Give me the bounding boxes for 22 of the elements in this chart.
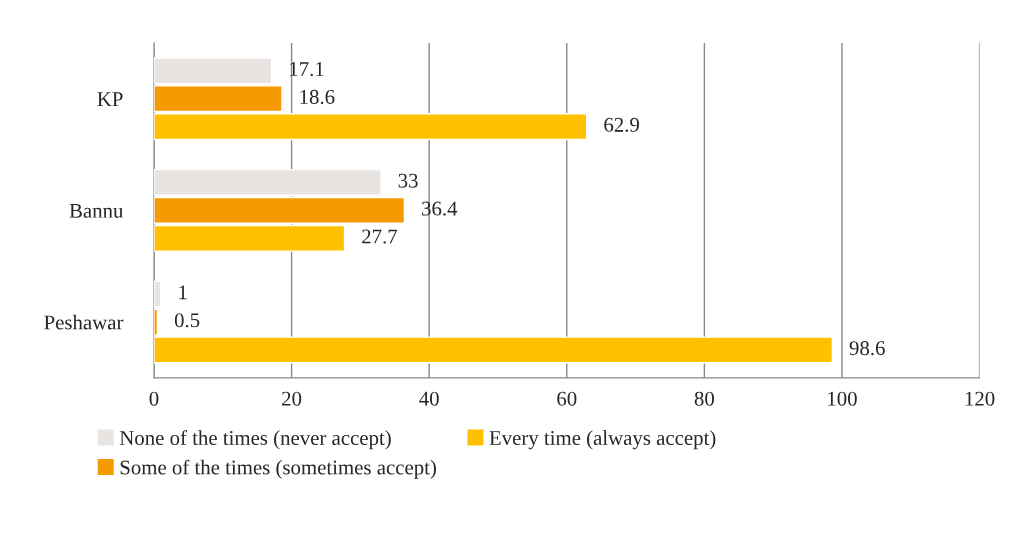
data-label: 98.6 [849, 341, 885, 356]
legend-label: Some of the times (sometimes accept) [120, 459, 436, 479]
data-label: 18.6 [300, 89, 335, 105]
x-tick-label: 40 [419, 391, 439, 406]
x-tick-label: 80 [694, 391, 714, 406]
y-tick-label: Peshawar [44, 314, 124, 330]
y-tick-label: Bannu [69, 203, 124, 218]
data-label: 33 [398, 173, 418, 188]
data-label: 27.7 [362, 229, 398, 244]
legend-label: None of the times (never accept) [119, 430, 391, 450]
data-label: 1 [179, 285, 187, 300]
x-tick-label: 120 [965, 391, 995, 406]
data-label: 62.9 [604, 117, 639, 132]
x-tick-label: 60 [557, 391, 577, 406]
legend-label: Every time (always accept) [489, 430, 716, 450]
x-tick-label: 0 [149, 391, 159, 406]
y-tick-label: KP [97, 92, 123, 106]
data-label: 36.4 [422, 201, 458, 216]
data-label: 0.5 [174, 313, 200, 328]
data-label: 17.1 [290, 62, 324, 77]
x-tick-label: 20 [282, 391, 302, 406]
x-tick-label: 100 [828, 391, 857, 406]
